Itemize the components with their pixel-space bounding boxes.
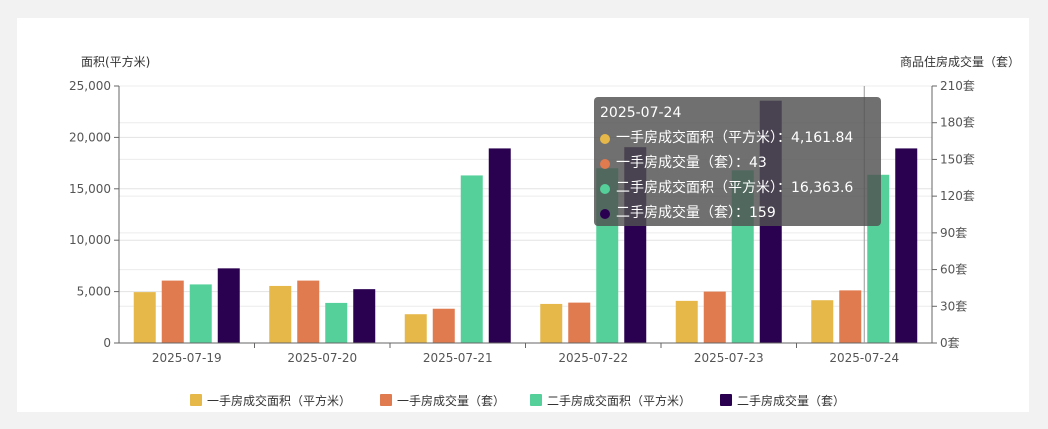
tooltip-label: 二手房成交面积（平方米）：16,363.6 [616, 180, 854, 196]
bar [703, 291, 726, 343]
left-tick-label: 10,000 [69, 233, 111, 247]
tooltip-label: 一手房成交面积（平方米）：4,161.84 [616, 130, 854, 146]
left-tick-label: 5,000 [77, 285, 111, 299]
left-axis-title: 面积(平方米) [81, 54, 150, 69]
bar [675, 300, 698, 343]
bar [325, 302, 348, 343]
tooltip-row: 一手房成交面积（平方米）：4,161.84 [600, 126, 875, 151]
x-tick-label: 2025-07-21 [423, 351, 493, 365]
tooltip-title: 2025-07-24 [600, 105, 682, 121]
left-tick-label: 25,000 [69, 79, 111, 93]
tooltip-dot [600, 208, 610, 219]
legend-label: 一手房成交量（套） [397, 393, 505, 408]
x-tick-label: 2025-07-20 [287, 351, 357, 365]
legend: 一手房成交面积（平方米） 一手房成交量（套） 二手房成交面积（平方米） 二手房成交量（… [190, 393, 845, 408]
tooltip-label: 一手房成交量（套）：43 [616, 155, 767, 171]
left-tick-label: 0 [103, 336, 111, 350]
chart-tooltip: 2025-07-24 一手房成交面积（平方米）：4,161.84 一手房成交量（套… [594, 97, 881, 226]
left-tick-label: 20,000 [69, 130, 111, 144]
bar [540, 303, 563, 343]
right-tick-label: 0套 [940, 336, 960, 350]
legend-swatch [720, 394, 732, 406]
tooltip-label: 二手房成交量（套）：159 [616, 205, 776, 221]
bar [161, 280, 184, 343]
bar [133, 292, 156, 343]
tooltip-dot [600, 183, 610, 194]
x-tick-label: 2025-07-22 [558, 351, 628, 365]
tooltip-row: 二手房成交量（套）：159 [600, 201, 875, 226]
right-tick-label: 60套 [940, 263, 967, 277]
left-tick-label: 15,000 [69, 182, 111, 196]
bar [189, 284, 212, 343]
bar [217, 268, 240, 343]
bar [460, 175, 483, 343]
right-tick-label: 90套 [940, 226, 967, 240]
legend-label: 二手房成交量（套） [737, 393, 845, 408]
right-tick-label: 210套 [940, 79, 975, 93]
bar [353, 289, 376, 343]
tooltip-row: 二手房成交面积（平方米）：16,363.6 [600, 176, 875, 201]
bar [488, 148, 511, 343]
bar [269, 285, 292, 343]
bar [568, 302, 591, 343]
bar [839, 290, 862, 343]
right-axis-title: 商品住房成交量（套） [900, 54, 1020, 69]
right-tick-label: 120套 [940, 189, 975, 203]
tooltip-row: 一手房成交量（套）：43 [600, 151, 875, 176]
axes-group: 0 5,000 10,000 15,000 20,000 25,000 0套 30套 60套 90… [69, 79, 975, 365]
bar [432, 308, 455, 343]
legend-label: 二手房成交面积（平方米） [547, 393, 691, 408]
right-tick-label: 150套 [940, 152, 975, 166]
bar [811, 300, 834, 343]
bar [895, 148, 918, 343]
legend-swatch [190, 394, 202, 406]
x-tick-label: 2025-07-24 [829, 351, 899, 365]
x-tick-label: 2025-07-23 [694, 351, 764, 365]
x-tick-label: 2025-07-19 [152, 351, 222, 365]
legend-label: 一手房成交面积（平方米） [207, 393, 351, 408]
tooltip-dot [600, 158, 610, 169]
tooltip-dot [600, 133, 610, 144]
legend-swatch [380, 394, 392, 406]
bar [297, 280, 320, 343]
right-tick-label: 30套 [940, 299, 967, 313]
bar [404, 314, 427, 343]
legend-swatch [530, 394, 542, 406]
right-tick-label: 180套 [940, 116, 975, 130]
